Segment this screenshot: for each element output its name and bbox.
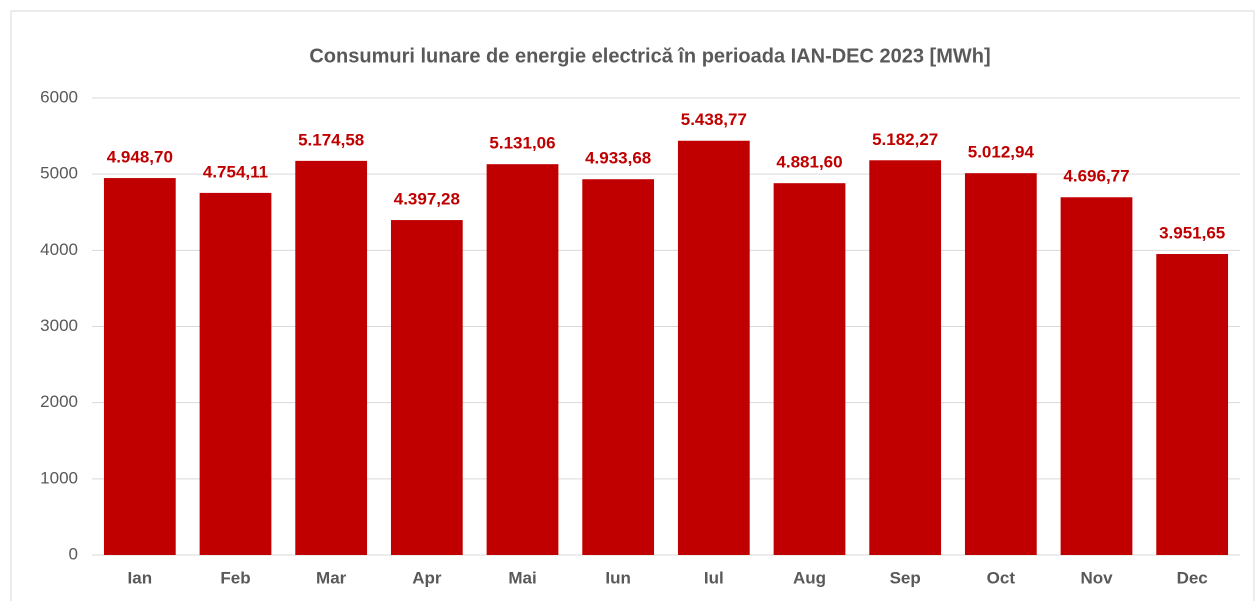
value-label: 5.182,27 [872, 130, 938, 149]
value-label: 4.881,60 [776, 153, 842, 172]
x-tick-label: Mai [508, 568, 536, 587]
x-tick-label: Ian [128, 568, 153, 587]
value-label: 4.696,77 [1063, 167, 1129, 186]
bar [582, 179, 655, 556]
x-tick-label: Iun [605, 568, 631, 587]
value-label: 4.397,28 [394, 190, 460, 209]
bar [1060, 197, 1133, 555]
bar [486, 164, 559, 555]
value-label: 4.933,68 [585, 149, 651, 168]
y-tick-label: 5000 [40, 164, 78, 183]
bar [295, 160, 368, 555]
value-label: 5.012,94 [968, 143, 1035, 162]
bar [199, 192, 272, 555]
bar [390, 220, 463, 555]
bar [677, 140, 750, 556]
y-tick-label: 3000 [40, 316, 78, 335]
value-label: 4.948,70 [107, 148, 173, 167]
y-tick-label: 1000 [40, 468, 78, 487]
chart-title: Consumuri lunare de energie electrică în… [309, 45, 990, 67]
x-tick-label: Apr [412, 568, 442, 587]
value-label: 5.438,77 [681, 110, 747, 129]
value-label: 3.951,65 [1159, 224, 1225, 243]
x-tick-label: Sep [890, 568, 921, 587]
bar [773, 183, 846, 555]
x-tick-label: Dec [1177, 568, 1208, 587]
y-tick-label: 0 [69, 544, 78, 563]
bar [103, 178, 176, 555]
value-label: 5.131,06 [489, 134, 555, 153]
x-tick-label: Feb [220, 568, 250, 587]
x-tick-label: Iul [704, 568, 724, 587]
x-tick-label: Oct [987, 568, 1016, 587]
x-tick-label: Mar [316, 568, 347, 587]
x-tick-label: Nov [1080, 568, 1113, 587]
y-tick-label: 4000 [40, 240, 78, 259]
value-label: 5.174,58 [298, 130, 364, 149]
bar [964, 173, 1037, 555]
value-label: 4.754,11 [203, 162, 268, 181]
x-tick-label: Aug [793, 568, 826, 587]
y-tick-label: 2000 [40, 392, 78, 411]
bar [869, 160, 942, 556]
bar [1156, 254, 1229, 555]
y-tick-label: 6000 [40, 87, 78, 106]
